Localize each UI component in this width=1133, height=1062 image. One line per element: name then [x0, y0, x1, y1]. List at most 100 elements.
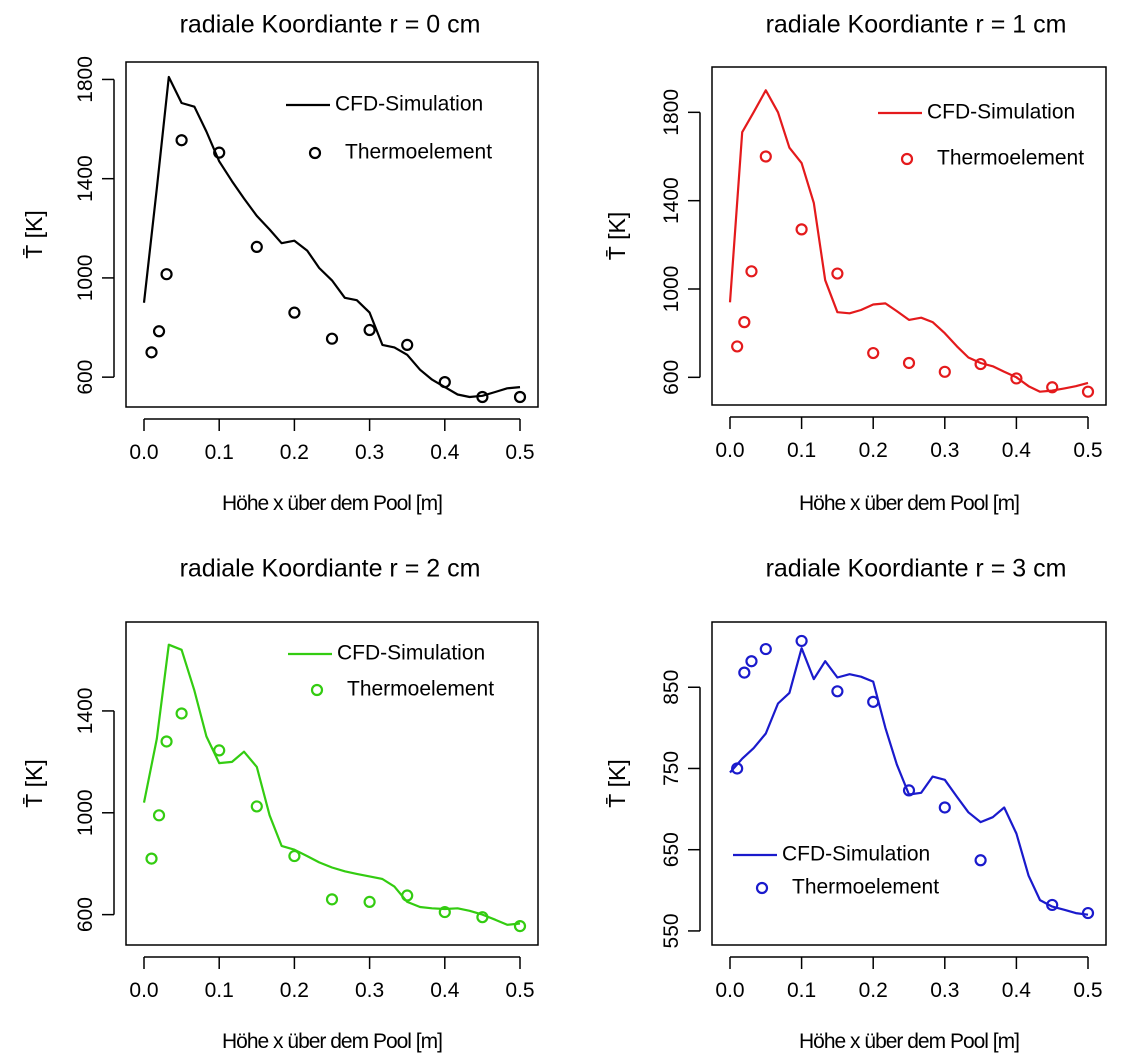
x-axis-label: Höhe x über dem Pool [m] [222, 1030, 442, 1053]
data-point [738, 316, 751, 329]
y-axis: 600 1000 1400 1800 [74, 56, 115, 395]
chart-title: radiale Koordiante r = 0 cm [180, 11, 481, 39]
x-tick-label: 0.1 [787, 439, 816, 462]
y-tick-label: 750 [660, 751, 683, 786]
plot-frame [125, 61, 539, 408]
x-axis-label: Höhe x über dem Pool [m] [799, 1030, 1019, 1053]
data-point [401, 889, 414, 902]
legend-label-cfd: CFD-Simulation [782, 843, 930, 866]
legend-label-thermoelement: Thermoelement [792, 876, 939, 899]
legend-point-swatch [900, 152, 914, 166]
data-point [250, 800, 263, 813]
data-point [745, 655, 758, 668]
x-tick-label: 0.2 [280, 979, 309, 1002]
x-tick-label: 0.4 [1002, 439, 1032, 462]
data-point [938, 365, 951, 378]
data-point [731, 762, 744, 775]
panel-3: radiale Koordiante r = 3 cm0.0 0.1 0.2 0.3 0… [604, 555, 1107, 1053]
data-point [795, 223, 808, 236]
x-tick-label: 0.4 [430, 979, 460, 1002]
plot-frame [711, 621, 1107, 946]
legend: CFD-Simulation Thermoelement [878, 101, 1084, 170]
data-point [513, 919, 527, 933]
data-point [288, 849, 301, 863]
data-point [213, 146, 226, 159]
data-point [902, 784, 916, 797]
series-points-thermoelement [731, 150, 1095, 398]
x-tick-label: 0.3 [355, 441, 384, 464]
chart-title: radiale Koordiante r = 1 cm [766, 11, 1067, 39]
series-line-cfd-simulation [142, 75, 521, 399]
y-tick-label: 1800 [74, 56, 97, 103]
data-point [325, 332, 339, 345]
data-point [250, 240, 263, 254]
legend-label-cfd: CFD-Simulation [927, 101, 1075, 124]
data-point [738, 666, 751, 679]
data-point [831, 267, 844, 280]
legend-label-cfd: CFD-Simulation [335, 93, 483, 116]
series-points-thermoelement [145, 134, 527, 404]
x-axis-label: Höhe x über dem Pool [m] [799, 492, 1019, 515]
x-axis: 0.0 0.1 0.2 0.3 0.4 0.5 [715, 416, 1103, 462]
data-point [867, 695, 880, 708]
x-tick-label: 0.0 [715, 439, 744, 462]
data-point [160, 735, 173, 748]
legend-label-thermoelement: Thermoelement [347, 678, 494, 701]
y-axis-label: T̄ [K] [604, 212, 630, 261]
plot-frame [711, 66, 1107, 406]
legend: CFD-Simulation Thermoelement [288, 642, 494, 701]
data-point [1081, 385, 1095, 398]
data-point [1010, 372, 1023, 385]
y-tick-label: 600 [74, 360, 97, 395]
x-tick-label: 0.5 [505, 441, 534, 464]
data-point [867, 346, 880, 360]
data-point [175, 707, 188, 720]
x-tick-label: 0.2 [280, 441, 309, 464]
data-point [145, 852, 158, 865]
panel-0: radiale Koordiante r = 0 cm0.0 0.1 0.2 0.3 0… [21, 11, 539, 515]
y-tick-label: 1000 [660, 266, 683, 313]
data-point [974, 357, 987, 371]
data-point [902, 356, 916, 370]
x-tick-label: 0.5 [1073, 979, 1102, 1002]
data-point [438, 376, 451, 389]
y-tick-label: 550 [660, 913, 683, 948]
y-tick-label: 850 [660, 670, 683, 705]
x-tick-label: 0.0 [715, 979, 744, 1002]
data-point [363, 323, 376, 337]
x-tick-label: 0.4 [1002, 979, 1032, 1002]
data-point [476, 911, 489, 924]
legend-label-thermoelement: Thermoelement [345, 141, 492, 164]
x-tick-label: 0.1 [205, 979, 234, 1002]
series-line-cfd-simulation [728, 89, 1089, 393]
data-point [438, 905, 451, 919]
legend: CFD-Simulation Thermoelement [286, 93, 492, 164]
x-tick-label: 0.3 [355, 979, 384, 1002]
x-tick-label: 0.5 [1073, 439, 1102, 462]
chart-title: radiale Koordiante r = 2 cm [180, 555, 481, 583]
series-points-thermoelement [145, 707, 527, 933]
x-tick-label: 0.3 [930, 439, 959, 462]
data-point [152, 325, 166, 338]
y-tick-label: 650 [660, 832, 683, 867]
x-tick-label: 0.0 [129, 979, 158, 1002]
data-point [745, 265, 758, 278]
x-tick-label: 0.0 [129, 441, 158, 464]
x-tick-label: 0.2 [859, 439, 888, 462]
x-axis: 0.0 0.1 0.2 0.3 0.4 0.5 [129, 956, 535, 1002]
y-tick-label: 1000 [74, 789, 97, 836]
x-tick-label: 0.4 [430, 441, 460, 464]
x-tick-label: 0.5 [505, 979, 534, 1002]
y-axis-label: T̄ [K] [21, 759, 47, 808]
y-axis: 600 1000 1400 [74, 688, 115, 932]
x-axis: 0.0 0.1 0.2 0.3 0.4 0.5 [129, 418, 535, 464]
y-tick-label: 600 [74, 897, 97, 932]
x-tick-label: 0.1 [787, 979, 816, 1002]
data-point [175, 134, 188, 147]
legend-label-thermoelement: Thermoelement [937, 147, 1084, 170]
series-points-thermoelement [731, 634, 1095, 920]
y-tick-label: 1400 [74, 688, 97, 735]
x-axis-label: Höhe x über dem Pool [m] [222, 492, 442, 515]
y-axis-label: T̄ [K] [604, 759, 630, 808]
